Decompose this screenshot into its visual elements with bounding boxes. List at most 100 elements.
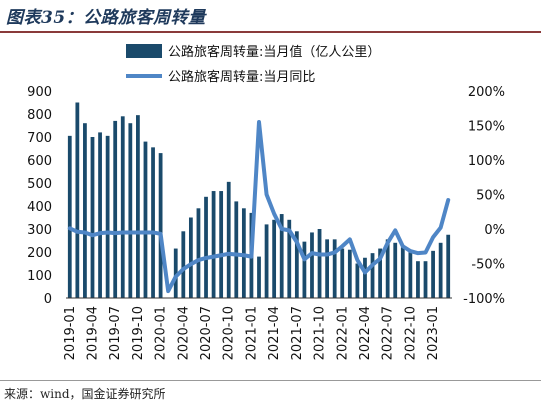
bar — [272, 219, 277, 298]
bar — [128, 123, 133, 298]
line-point — [122, 231, 124, 234]
bar — [279, 214, 284, 298]
line-point — [424, 251, 427, 254]
line-point — [387, 242, 389, 244]
line-point — [326, 253, 328, 256]
title-rule — [0, 31, 541, 33]
bar — [416, 261, 420, 298]
bar — [400, 247, 405, 298]
bar — [294, 231, 299, 298]
x-tick-label: 2020-07 — [199, 306, 214, 360]
x-axis: 2019-01 2019-04 2019-07 2019-10 2020-01 2020-… — [63, 306, 441, 360]
x-tick-label: 2020-10 — [222, 306, 237, 360]
line-point — [69, 227, 71, 229]
y-tick-label: 400 — [27, 200, 52, 215]
bar — [431, 250, 435, 298]
line-point — [129, 231, 131, 234]
y2-tick-label: 100% — [468, 154, 505, 169]
bar — [340, 248, 345, 298]
bar — [241, 208, 246, 298]
bar — [211, 191, 216, 298]
line-point — [114, 232, 116, 234]
bar — [257, 256, 261, 298]
bar — [136, 115, 140, 299]
line-point — [409, 250, 411, 252]
x-tick-label: 2019-10 — [131, 306, 146, 360]
bar — [438, 242, 443, 298]
bar — [143, 141, 148, 298]
line-point — [99, 232, 101, 234]
bar — [83, 123, 87, 298]
line-point — [243, 254, 245, 256]
line-point — [107, 231, 109, 234]
bar — [219, 191, 224, 298]
x-tick-label: 2022-01 — [335, 306, 350, 360]
x-tick-label: 2022-07 — [381, 306, 396, 360]
y2-tick-label: 150% — [468, 120, 505, 135]
x-tick-label: 2022-04 — [358, 306, 373, 360]
source-note: 来源：wind，国金证券研究所 — [4, 387, 166, 401]
line-point — [84, 231, 86, 234]
bar — [67, 135, 72, 298]
bar — [196, 208, 201, 298]
line-point — [91, 234, 94, 236]
line-point — [160, 233, 162, 235]
bar — [408, 252, 413, 298]
y-axis-right: -100% -50% 0% 50% 100% 150% 200% — [463, 85, 505, 307]
y-tick-label: 600 — [27, 154, 52, 169]
y-tick-label: 700 — [27, 131, 52, 146]
y-tick-label: 900 — [27, 85, 52, 100]
line-point — [432, 236, 434, 238]
line-point — [296, 241, 298, 243]
line-point — [182, 268, 184, 270]
y-tick-label: 200 — [27, 246, 52, 261]
line-point — [394, 229, 396, 231]
line-point — [447, 199, 449, 201]
line-point — [440, 227, 442, 229]
x-tick-label: 2020-04 — [176, 306, 191, 360]
figure-title: 图表35：公路旅客周转量 — [6, 8, 206, 28]
legend-bar-swatch — [126, 44, 162, 58]
line-point — [265, 193, 268, 196]
bar — [363, 257, 367, 298]
bar — [226, 181, 231, 298]
bar — [234, 201, 239, 298]
bar — [332, 239, 337, 298]
line-point — [318, 253, 321, 256]
line-point — [334, 251, 336, 254]
y-tick-label: 100 — [27, 269, 52, 284]
line-series — [67, 120, 451, 294]
bar — [355, 263, 360, 298]
y2-tick-label: 0% — [484, 223, 505, 238]
bar — [98, 132, 102, 298]
line-point — [212, 256, 215, 258]
bar — [105, 135, 110, 298]
bar — [120, 116, 125, 298]
line-point — [220, 254, 222, 256]
bar — [287, 219, 292, 298]
line-point — [371, 264, 374, 266]
bar — [347, 249, 352, 298]
y2-tick-label: 200% — [468, 85, 505, 100]
y-axis-left: 0 100 200 300 400 500 600 700 800 900 — [27, 85, 52, 307]
line-point — [349, 238, 351, 240]
line-point — [402, 245, 404, 247]
y-tick-label: 300 — [27, 223, 52, 238]
line-point — [273, 213, 275, 215]
y-tick-label: 800 — [27, 108, 52, 123]
bar — [113, 120, 118, 299]
y-tick-label: 0 — [44, 292, 52, 307]
line-point — [76, 231, 78, 233]
legend-line-label: 公路旅客周转量:当月同比 — [168, 69, 315, 85]
line-point — [228, 253, 230, 255]
bar — [75, 102, 80, 298]
chart-svg: 公路旅客周转量:当月值（亿人公里） 公路旅客周转量:当月同比 0 100 200 30… — [27, 44, 505, 360]
x-tick-label: 2022-10 — [403, 306, 418, 360]
legend-bar-label: 公路旅客周转量:当月值（亿人公里） — [168, 44, 380, 60]
line-point — [311, 252, 313, 254]
line-point — [137, 231, 139, 234]
line-point — [341, 245, 343, 247]
bar — [302, 241, 307, 298]
line-point — [167, 290, 169, 292]
x-tick-label: 2019-07 — [108, 306, 123, 360]
